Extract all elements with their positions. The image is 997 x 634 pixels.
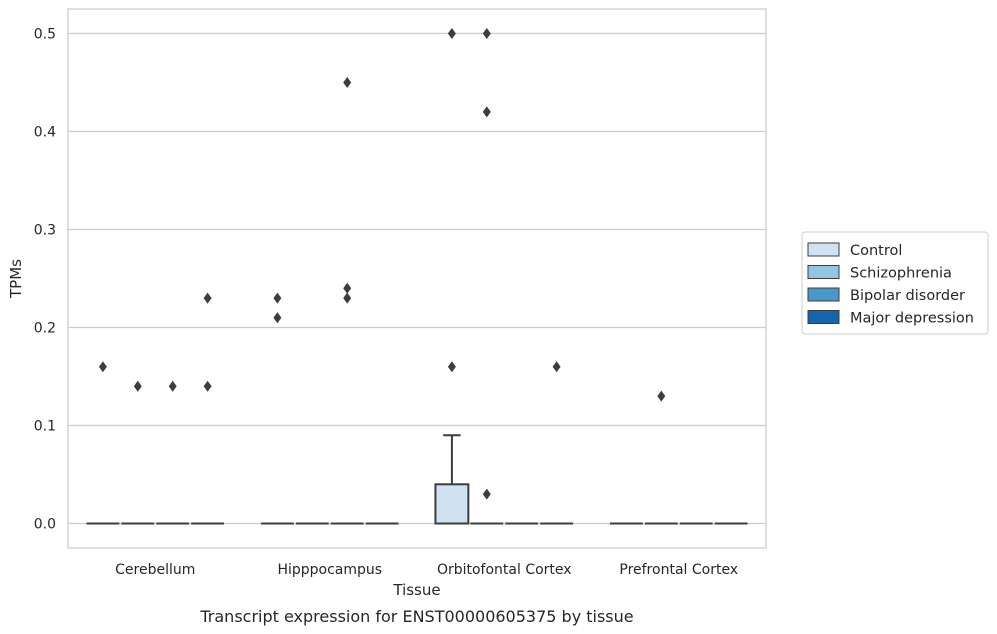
x-tick-labels: Cerebellum Hipppocampus Orbitofontal Corte… bbox=[115, 562, 738, 578]
outlier-point bbox=[133, 380, 142, 392]
plot-frame bbox=[67, 8, 767, 549]
y-tick-label: 0.0 bbox=[34, 517, 56, 533]
box-control bbox=[86, 361, 120, 525]
box-bipolar-disorder bbox=[156, 380, 190, 525]
y-tick-labels: 0.0 0.1 0.2 0.3 0.4 0.5 bbox=[34, 27, 56, 533]
box-major-depression bbox=[540, 361, 574, 525]
box-schizophrenia bbox=[470, 28, 504, 525]
legend-swatch bbox=[807, 310, 840, 324]
y-axis-label: TPMs bbox=[7, 259, 25, 299]
chart-caption: Transcript expression for ENST0000060537… bbox=[199, 607, 633, 626]
outlier-point bbox=[447, 28, 456, 39]
legend-label: Bipolar disorder bbox=[850, 288, 965, 304]
outlier-point bbox=[552, 361, 561, 373]
legend-swatch bbox=[807, 242, 840, 257]
box-control bbox=[434, 28, 470, 525]
outlier-point bbox=[203, 292, 212, 304]
x-axis-label: Tissue bbox=[392, 581, 440, 599]
legend-label: Schizophrenia bbox=[850, 266, 952, 282]
y-tick-label: 0.5 bbox=[34, 27, 56, 43]
outlier-point bbox=[343, 292, 352, 304]
x-tick-label: Prefrontal Cortex bbox=[619, 562, 738, 578]
outlier-point bbox=[657, 390, 666, 402]
y-tick-label: 0.2 bbox=[34, 321, 56, 337]
outlier-point bbox=[343, 77, 352, 88]
x-tick-label: Cerebellum bbox=[115, 562, 195, 578]
outlier-point bbox=[168, 380, 177, 392]
x-tick-label: Hipppocampus bbox=[277, 562, 382, 578]
outlier-point bbox=[447, 361, 456, 373]
outlier-point bbox=[273, 312, 282, 324]
legend-label: Major depression bbox=[850, 311, 974, 327]
outlier-point bbox=[343, 282, 352, 294]
legend-swatch bbox=[807, 287, 840, 302]
box-control bbox=[260, 292, 294, 525]
box-schizophrenia bbox=[644, 390, 678, 525]
x-tick-label: Orbitofontal Cortex bbox=[437, 562, 572, 578]
legend-swatch bbox=[807, 265, 840, 279]
box-bipolar-disorder bbox=[330, 77, 364, 525]
plot-marks bbox=[86, 28, 748, 525]
legend-label: Control bbox=[850, 243, 902, 259]
outlier-point bbox=[482, 106, 491, 118]
y-tick-label: 0.3 bbox=[34, 223, 56, 239]
legend: Control Schizophrenia Bipolar disorder Majo… bbox=[801, 231, 989, 335]
box-schizophrenia bbox=[121, 380, 155, 525]
box-body bbox=[434, 483, 470, 525]
y-tick-label: 0.4 bbox=[34, 125, 56, 141]
box-major-depression bbox=[191, 292, 225, 525]
outlier-point bbox=[273, 292, 282, 304]
outlier-point bbox=[482, 28, 491, 39]
y-tick-label: 0.1 bbox=[34, 419, 56, 435]
legend-frame bbox=[801, 231, 989, 335]
outlier-point bbox=[203, 380, 212, 392]
outlier-point bbox=[482, 488, 491, 500]
outlier-point bbox=[98, 361, 107, 373]
